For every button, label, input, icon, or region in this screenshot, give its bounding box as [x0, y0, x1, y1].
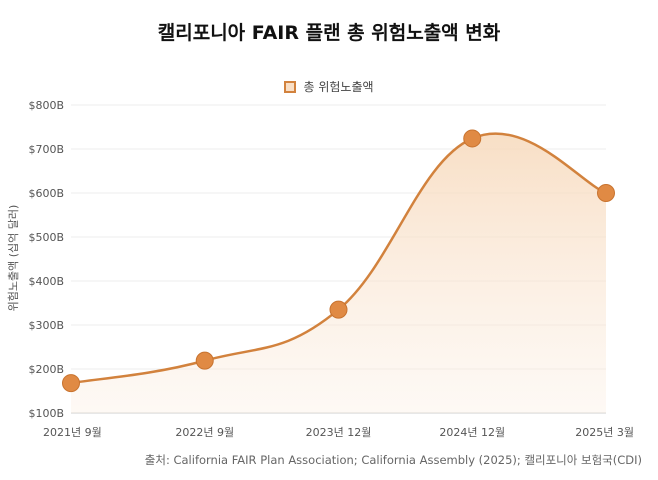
data-point[interactable] [62, 374, 80, 393]
source-note: 출처: California FAIR Plan Association; Ca… [144, 453, 642, 467]
x-tick-label: 2023년 12월 [306, 426, 372, 439]
y-tick-label: $300B [28, 319, 64, 332]
data-point[interactable] [195, 351, 214, 370]
y-tick-label: $200B [28, 363, 64, 376]
series-line [70, 132, 607, 385]
legend-label: 총 위험노출액 [303, 80, 374, 94]
x-tick-label: 2024년 12월 [439, 426, 505, 439]
x-tick-label: 2022년 9월 [175, 426, 234, 439]
y-tick-label: $500B [28, 231, 64, 244]
data-point[interactable] [329, 300, 348, 319]
x-tick-label: 2021년 9월 [43, 426, 102, 439]
series-area [71, 133, 606, 413]
y-axis-label: 위험노출액 (십억 달러) [7, 205, 20, 312]
x-axis-ticks: 2021년 9월 2022년 9월 2023년 12월 2024년 12월 2025년 … [43, 426, 634, 439]
chart-title: 캘리포니아 FAIR 플랜 총 위험노출액 변화 [157, 22, 501, 44]
data-point[interactable] [463, 129, 482, 148]
legend[interactable]: 총 위험노출액 [0, 78, 658, 95]
y-tick-label: $400B [28, 275, 64, 288]
y-tick-label: $800B [28, 99, 64, 112]
legend-swatch [284, 80, 297, 93]
y-tick-label: $700B [28, 143, 64, 156]
y-axis-ticks: $100B $200B $300B $400B $500B $600B $700B $800B [28, 99, 64, 420]
y-tick-label: $600B [28, 187, 64, 200]
data-point[interactable] [597, 184, 615, 202]
y-tick-label: $100B [28, 407, 64, 420]
x-tick-label: 2025년 3월 [575, 426, 634, 439]
data-points [62, 129, 615, 393]
